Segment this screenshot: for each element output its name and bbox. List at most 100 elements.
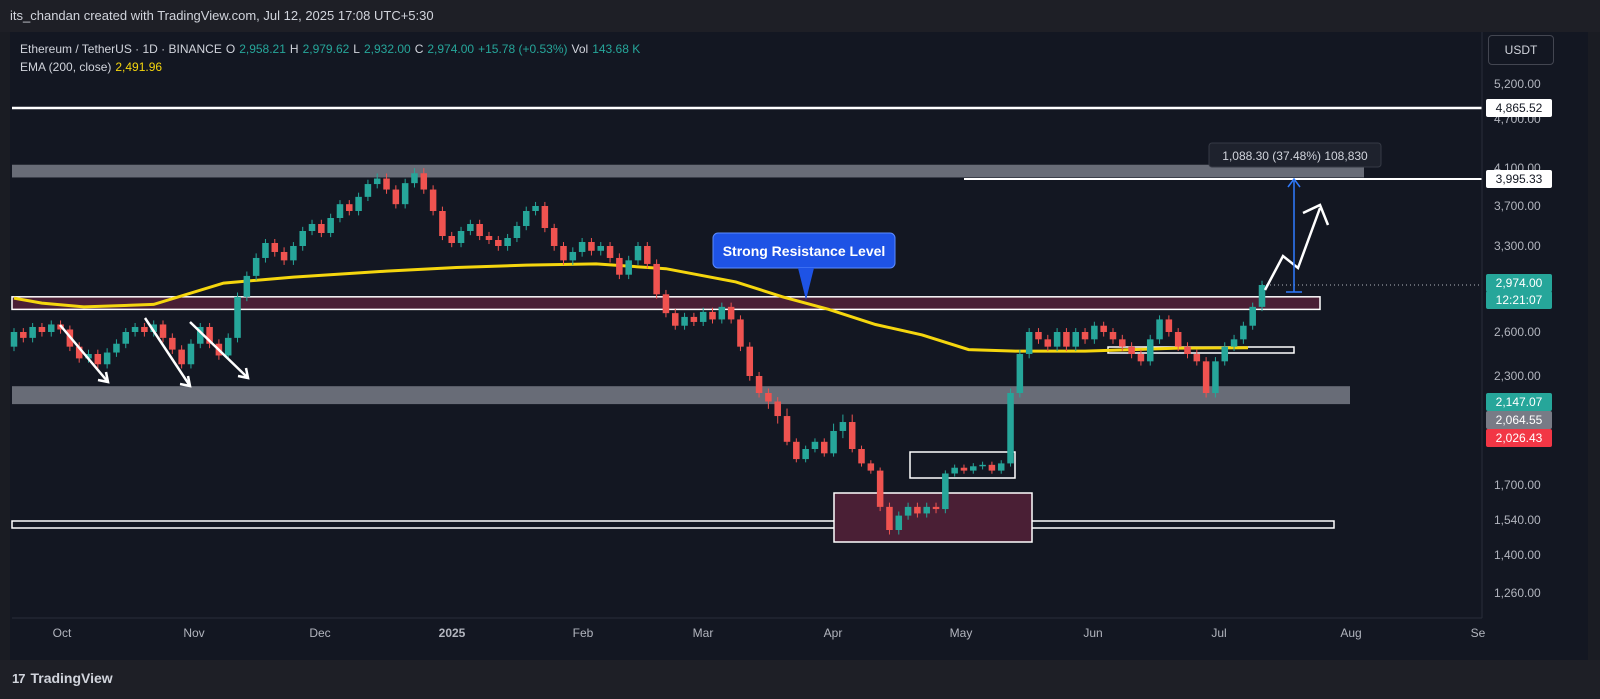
candle (10, 332, 18, 347)
candle (346, 204, 353, 211)
price-label: 2,147.07 (1496, 395, 1543, 409)
candle (364, 184, 372, 197)
attribution-bar: its_chandan created with TradingView.com… (0, 0, 1600, 32)
candle (1184, 346, 1191, 354)
chart-frame[interactable] (10, 32, 1588, 660)
candle (802, 449, 809, 460)
candle (737, 319, 744, 347)
candle (923, 506, 930, 514)
candle (178, 349, 185, 365)
candle (532, 206, 539, 211)
candle (411, 173, 418, 184)
candles-group (10, 168, 1266, 535)
candle (634, 246, 642, 261)
candle (783, 416, 791, 442)
candle (1072, 332, 1079, 347)
price-label: 2,026.43 (1496, 431, 1543, 445)
support-line (11, 520, 1335, 529)
candle (522, 211, 530, 226)
volume-value: 143.68 K (592, 42, 641, 56)
x-axis-tick: 2025 (439, 626, 466, 640)
candle (662, 294, 670, 314)
ema-value: 2,491.96 (115, 60, 163, 74)
x-axis-tick: Jun (1083, 626, 1102, 640)
x-axis-tick: Dec (309, 626, 330, 640)
candle (1119, 339, 1126, 347)
price-label: 4,865.52 (1496, 101, 1543, 115)
candle (1193, 354, 1201, 362)
candle (1165, 319, 1173, 332)
candle (932, 506, 940, 510)
candle (299, 231, 306, 246)
x-axis-tick: Apr (824, 626, 843, 640)
change-value: +15.78 (+0.53%) (478, 42, 568, 56)
candle (746, 346, 754, 376)
candle (85, 354, 92, 359)
candle (141, 326, 148, 332)
candle (131, 326, 139, 332)
x-axis-tick: Nov (183, 626, 204, 640)
down-arrow (189, 321, 249, 379)
candle (616, 257, 623, 275)
x-axis-tick: Oct (53, 626, 72, 640)
candle (997, 463, 1005, 471)
candle (951, 467, 958, 474)
candle (448, 236, 455, 243)
tradingview-logo-icon: 17 (12, 670, 26, 686)
symbol-label: Ethereum / TetherUS · 1D · BINANCE (20, 42, 222, 56)
candle (169, 337, 176, 350)
x-axis-tick: Se (1471, 626, 1486, 640)
candle (75, 346, 83, 359)
candle (970, 466, 977, 471)
tradingview-brand-text: TradingView (30, 670, 113, 686)
candle (606, 246, 614, 258)
attribution-text: its_chandan created with TradingView.com… (10, 8, 434, 23)
low-value: 2,932.00 (363, 42, 411, 56)
candle (904, 506, 912, 516)
candle (94, 354, 102, 365)
candle (886, 506, 893, 530)
candle (122, 332, 130, 344)
candle (243, 275, 251, 297)
candle (960, 467, 968, 471)
x-axis-tick: Jul (1211, 626, 1226, 640)
callout-pointer (798, 268, 814, 300)
footer-bar: 17 TradingView (0, 660, 1600, 699)
candle (1137, 354, 1145, 362)
candle (401, 183, 409, 205)
currency-button[interactable]: USDT (1488, 35, 1554, 65)
candle (1249, 306, 1256, 326)
candle (560, 246, 567, 261)
candle (1053, 332, 1061, 347)
price-label-bg (1486, 170, 1552, 188)
x-axis-tick: May (950, 626, 973, 640)
candle (765, 393, 772, 402)
candle (690, 316, 698, 322)
candle (280, 251, 288, 261)
y-axis-tick: 1,400.00 (1494, 548, 1541, 562)
callout-text: Strong Resistance Level (723, 243, 886, 259)
candle (336, 204, 344, 218)
candle (308, 224, 316, 231)
x-axis-tick: Aug (1340, 626, 1361, 640)
y-axis-tick: 3,700.00 (1494, 199, 1541, 213)
price-label-bg (1486, 291, 1552, 309)
candle (318, 224, 325, 233)
candle (671, 313, 679, 326)
candle (597, 246, 605, 251)
candle (979, 464, 986, 467)
candle (1100, 325, 1107, 332)
candle (578, 242, 586, 252)
candle (150, 324, 157, 332)
close-value: 2,974.00 (427, 42, 475, 56)
candle (709, 311, 716, 320)
candle (1128, 346, 1135, 354)
consolidation-box-low (833, 492, 1033, 543)
ema200-line (13, 262, 1249, 353)
candle (1212, 361, 1219, 394)
candle (29, 326, 36, 338)
candle (504, 238, 511, 246)
candle (439, 211, 446, 236)
candle (252, 257, 260, 276)
